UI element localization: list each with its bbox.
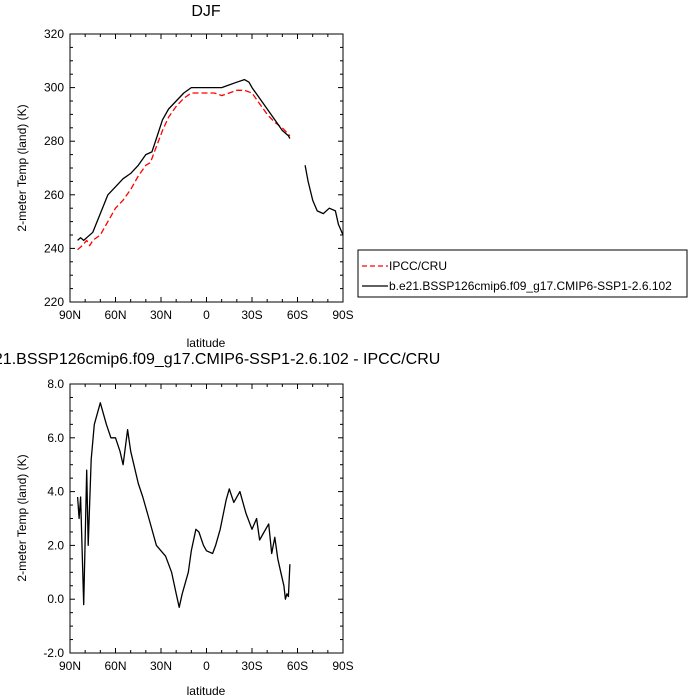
top-chart-title: DJF bbox=[191, 3, 221, 20]
top-x-tick-label: 60S bbox=[287, 308, 308, 322]
bottom-y-axis-label: 2-meter Temp (land) (K) bbox=[15, 454, 29, 581]
top-y-axis-label: 2-meter Temp (land) (K) bbox=[15, 104, 29, 231]
bottom-y-tick-label: 8.0 bbox=[47, 377, 64, 391]
top-x-tick-label: 0 bbox=[203, 308, 210, 322]
top-x-tick-label: 30N bbox=[150, 308, 172, 322]
top-x-axis-label: latitude bbox=[187, 336, 226, 350]
bottom-chart-title: b.e21.BSSP126cmip6.f09_g17.CMIP6-SSP1-2.… bbox=[0, 351, 440, 368]
legend-box bbox=[357, 249, 688, 298]
top-x-tick-label: 90S bbox=[332, 308, 353, 322]
top-y-tick-label: 220 bbox=[44, 295, 64, 309]
bottom-x-tick-label: 60N bbox=[104, 659, 126, 673]
top-y-tick-label: 280 bbox=[44, 134, 64, 148]
legend-label-model: b.e21.BSSP126cmip6.f09_g17.CMIP6-SSP1-2.… bbox=[389, 279, 672, 293]
top-axis-ticks: 90N 60N 30N 0 30S 60S 90S 220 240 260 280 300 320 bbox=[44, 27, 354, 322]
top-series-line-1 bbox=[77, 78, 344, 242]
bottom-panel: b.e21.BSSP126cmip6.f09_g17.CMIP6-SSP1-2.… bbox=[0, 351, 440, 698]
bottom-x-tick-label: 90S bbox=[332, 659, 353, 673]
top-x-tick-label: 30S bbox=[241, 308, 262, 322]
bottom-axis-ticks: 90N 60N 30N 0 30S 60S 90S -2.0 0.0 2.0 4.0 6.0 8.0 bbox=[43, 377, 353, 673]
legend-label-ipcc-cru: IPCC/CRU bbox=[389, 259, 447, 273]
top-y-tick-label: 320 bbox=[44, 27, 64, 41]
top-panel: DJF 90N 60N 30N 0 30S 60S 90S 220 240 260 280 300 32… bbox=[15, 3, 688, 350]
bottom-plot-frame bbox=[69, 383, 344, 654]
bottom-y-tick-label: 0.0 bbox=[47, 592, 64, 606]
legend: IPCC/CRU b.e21.BSSP126cmip6.f09_g17.CMIP… bbox=[357, 249, 688, 298]
top-series-line-0 bbox=[77, 89, 291, 251]
bottom-y-tick-label: 2.0 bbox=[47, 538, 64, 552]
bottom-x-tick-label: 30S bbox=[241, 659, 262, 673]
bottom-x-axis-label: latitude bbox=[187, 684, 226, 698]
bottom-x-tick-label: 0 bbox=[203, 659, 210, 673]
bottom-series-lines bbox=[76, 402, 291, 608]
top-x-tick-label: 90N bbox=[59, 308, 81, 322]
top-y-tick-label: 260 bbox=[44, 188, 64, 202]
bottom-series-line-0 bbox=[76, 402, 291, 608]
bottom-x-tick-label: 30N bbox=[150, 659, 172, 673]
top-series-lines bbox=[77, 78, 344, 251]
bottom-x-tick-label: 90N bbox=[59, 659, 81, 673]
bottom-y-tick-label: 4.0 bbox=[47, 485, 64, 499]
top-x-tick-label: 60N bbox=[104, 308, 126, 322]
bottom-y-tick-label: -2.0 bbox=[43, 646, 64, 660]
top-y-tick-label: 300 bbox=[44, 81, 64, 95]
bottom-x-tick-label: 60S bbox=[287, 659, 308, 673]
bottom-y-tick-label: 6.0 bbox=[47, 431, 64, 445]
top-y-tick-label: 240 bbox=[44, 241, 64, 255]
top-plot-frame bbox=[69, 33, 344, 303]
